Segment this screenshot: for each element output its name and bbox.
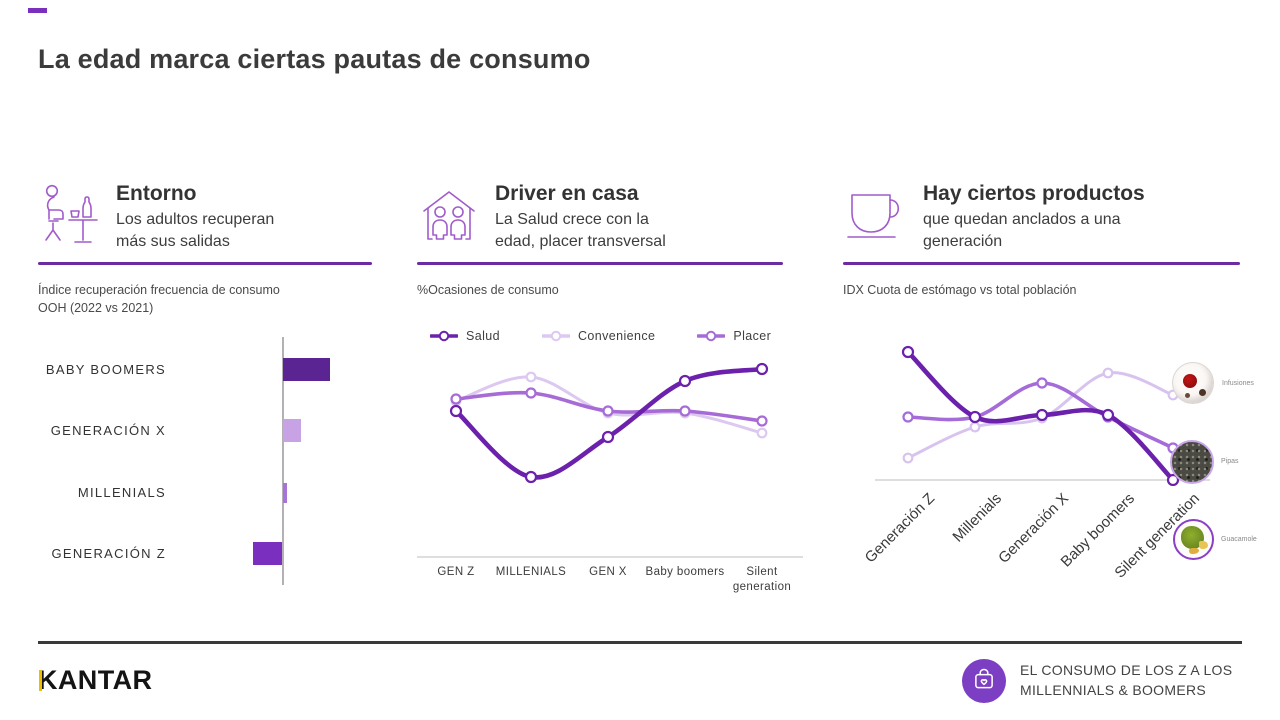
- guacamole-chip: [1189, 548, 1199, 554]
- section-text: Entorno Los adultos recuperan más sus sa…: [116, 182, 274, 252]
- ocasiones-line-chart: [417, 362, 803, 558]
- page-title: La edad marca ciertas pautas de consumo: [38, 44, 591, 74]
- guacamole-label: Guacamole: [1221, 536, 1257, 543]
- guacamole-bowl: [1181, 526, 1204, 549]
- ocasiones-chart-legend: Salud Convenience Placer: [430, 329, 771, 343]
- report-title-line1: EL CONSUMO DE LOS Z A LOS: [1020, 662, 1233, 678]
- x-axis-label-rotated: Generación Z: [861, 490, 939, 567]
- legend-label: Convenience: [577, 329, 656, 343]
- shopping-bag-heart-icon: [971, 666, 997, 697]
- report-title: EL CONSUMO DE LOS Z A LOS MILLENNIALS & …: [1020, 661, 1232, 700]
- report-badge: [962, 659, 1006, 703]
- legend-marker: [697, 330, 726, 342]
- section-header: Hay ciertos productos que quedan anclado…: [843, 182, 1240, 252]
- section-title: Driver en casa: [495, 182, 639, 205]
- report-title-line2: MILLENNIALS & BOOMERS: [1020, 681, 1207, 698]
- section-divider: [38, 262, 372, 266]
- chart-label-idx: IDX Cuota de estómago vs total población: [843, 283, 1077, 298]
- x-axis-label-rotated: Generación X: [995, 490, 1073, 567]
- bar-millenials: [283, 483, 287, 503]
- x-axis-label: GEN X: [589, 566, 627, 578]
- mug-icon: [843, 182, 909, 248]
- bar-generaci-n-x: [283, 419, 301, 442]
- kantar-gold-stem: [38, 670, 43, 691]
- legend-item-salud: Salud: [430, 329, 500, 343]
- bar-category-label: GENERACIÓN X: [50, 423, 166, 438]
- house-family-icon: [417, 182, 481, 248]
- bar-chart-zero-axis: [282, 337, 284, 585]
- person-at-table-icon: [38, 182, 102, 248]
- section-title: Hay ciertos productos: [923, 182, 1145, 205]
- x-axis-label: Baby boomers: [645, 566, 725, 578]
- legend-marker: [430, 330, 458, 342]
- pipas-product-image: [1170, 440, 1214, 484]
- legend-item-placer: Placer: [697, 329, 771, 343]
- section-subtitle: que quedan anclados a una generación: [923, 211, 1121, 250]
- idx-line-chart: [875, 345, 1210, 486]
- legend-label: Salud: [466, 329, 500, 343]
- bar-category-label: GENERACIÓN Z: [51, 546, 166, 561]
- section-productos: Hay ciertos productos que quedan anclado…: [843, 182, 1240, 299]
- kantar-logo: KANTAR: [38, 665, 153, 695]
- x-axis-label: GEN Z: [437, 566, 475, 578]
- section-header: Driver en casa La Salud crece con la eda…: [417, 182, 783, 252]
- x-axis-label-rotated: Baby boomers: [1057, 490, 1139, 571]
- bar-generaci-n-z: [253, 542, 282, 565]
- infusion-cup: [1183, 374, 1197, 388]
- bar-category-label: MILLENIALS: [77, 485, 166, 500]
- chart-label-entorno: Índice recuperación frecuencia de consum…: [38, 283, 280, 316]
- section-driver-en-casa: Driver en casa La Salud crece con la eda…: [417, 182, 783, 299]
- legend-label: Placer: [733, 329, 772, 343]
- infusiones-product-image: [1172, 362, 1214, 404]
- bar-category-label: BABY BOOMERS: [45, 362, 166, 377]
- section-divider: [843, 262, 1240, 266]
- section-subtitle: Los adultos recuperan más sus salidas: [116, 211, 275, 250]
- bar-baby-boomers: [283, 358, 330, 381]
- infusion-herbs: [1199, 389, 1206, 396]
- section-title: Entorno: [116, 182, 197, 205]
- section-header: Entorno Los adultos recuperan más sus sa…: [38, 182, 372, 252]
- section-text: Hay ciertos productos que quedan anclado…: [923, 182, 1145, 252]
- x-axis-label: MILLENIALS: [495, 566, 567, 578]
- guacamole-product-image: [1173, 519, 1214, 560]
- guacamole-chip: [1199, 541, 1208, 549]
- slide-accent-dash: [28, 8, 47, 13]
- pipas-label: Pipas: [1221, 458, 1239, 465]
- chart-label-ocasiones: %Ocasiones de consumo: [417, 283, 559, 298]
- section-divider: [417, 262, 783, 266]
- section-text: Driver en casa La Salud crece con la eda…: [495, 182, 666, 252]
- legend-marker: [541, 330, 570, 342]
- section-subtitle: La Salud crece con la edad, placer trans…: [495, 211, 666, 250]
- infusiones-label: Infusiones: [1222, 380, 1254, 387]
- infusion-herbs: [1185, 393, 1190, 398]
- section-entorno: Entorno Los adultos recuperan más sus sa…: [38, 182, 372, 317]
- x-axis-label-rotated: Millenials: [949, 490, 1006, 546]
- footer-divider: [38, 641, 1242, 644]
- legend-item-convenience: Convenience: [541, 329, 656, 343]
- x-axis-label: Silent generation: [732, 566, 792, 593]
